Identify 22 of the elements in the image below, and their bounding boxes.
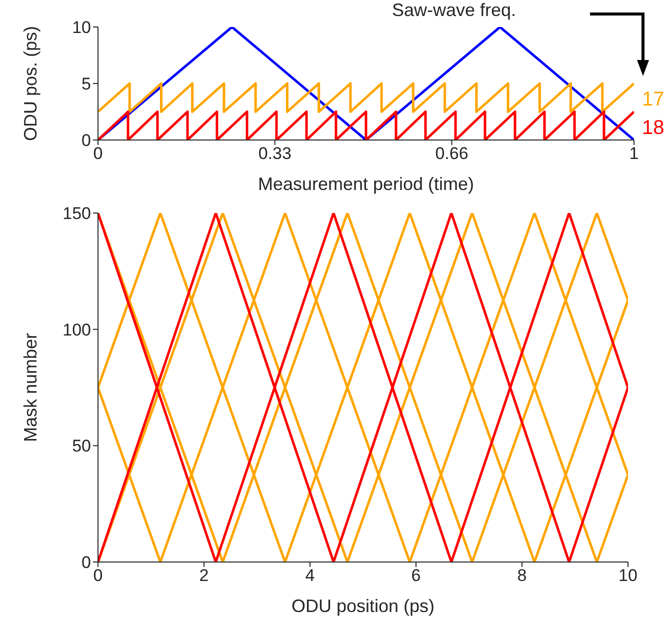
x-axis-title: ODU position (ps) [291,596,435,616]
x-tick-label: 4 [305,566,315,586]
y-axis-title: Mask number [20,332,40,442]
y-tick-label: 100 [62,320,91,340]
y-tick-label: 10 [72,18,91,38]
x-tick-label: 0.33 [258,144,292,164]
y-tick-label: 150 [62,204,91,224]
series-label: 18 [642,116,664,139]
y-tick-label: 0 [82,553,91,572]
x-tick-label: 8 [517,566,527,586]
y-tick-label: 50 [72,436,91,456]
text: Saw-wave freq. [392,0,516,21]
y-tick-label: 5 [82,74,91,94]
x-tick-label: 10 [618,566,638,586]
y-axis-title: ODU pos. (ps) [20,26,40,142]
x-tick-label: 0.66 [435,144,468,164]
y-tick-label: 0 [82,131,91,150]
x-tick-label: 2 [199,566,209,586]
x-tick-label: 6 [411,566,421,586]
series-label: 17 [642,88,664,110]
x-tick-label: 1 [629,144,639,164]
x-axis-title: Measurement period (time) [258,174,474,194]
